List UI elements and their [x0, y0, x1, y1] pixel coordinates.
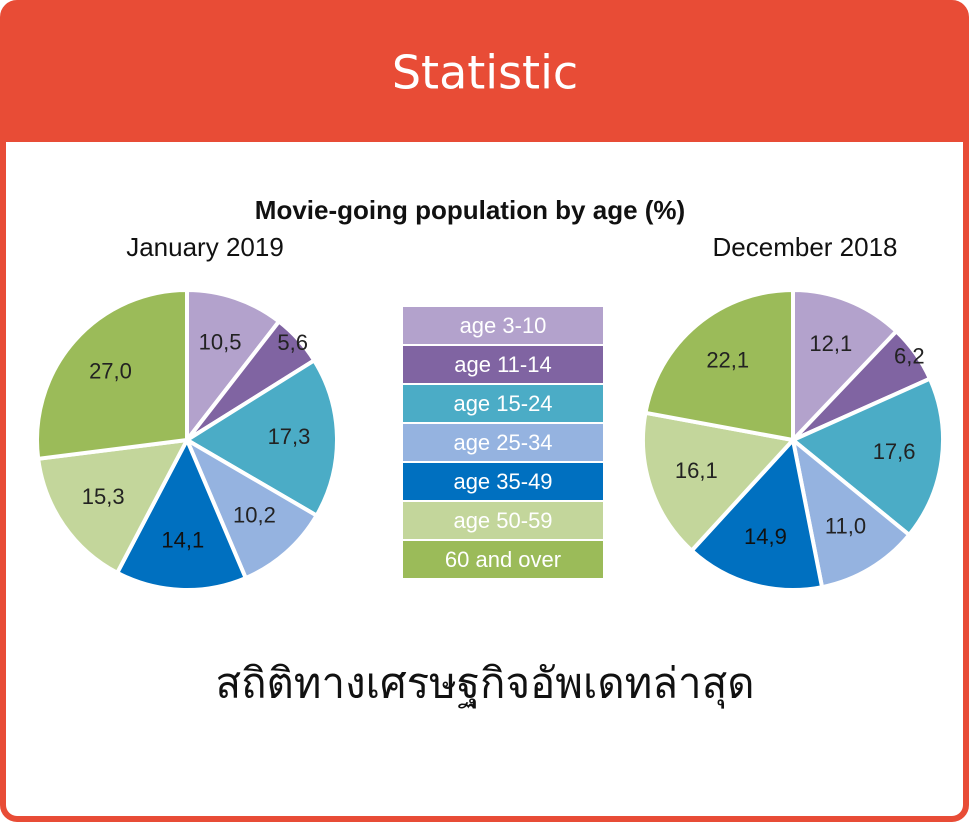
legend-label: age 50-59 [453, 508, 552, 533]
legend-swatch [403, 424, 603, 461]
legend-swatch [403, 307, 603, 344]
slice-label: 16,1 [675, 458, 718, 483]
pie-slice [185, 287, 282, 446]
legend-swatch [403, 541, 603, 578]
slice-label: 14,9 [744, 524, 787, 549]
legend-swatch [403, 346, 603, 383]
pie-slice [643, 287, 795, 443]
legend-label: age 35-49 [453, 469, 552, 494]
pie-slice [641, 410, 797, 554]
slice-label: 10,5 [199, 329, 242, 354]
slice-label: 11,0 [825, 513, 866, 538]
pie-slice [789, 376, 945, 538]
header-bar [3, 3, 966, 142]
legend-label: age 25-34 [453, 430, 552, 455]
pie-slice [35, 437, 191, 576]
header-title: Statistic [392, 46, 578, 100]
slice-label: 17,6 [873, 439, 916, 464]
slice-label: 14,1 [161, 528, 204, 553]
slice-label: 5,6 [277, 330, 308, 355]
legend-swatch [403, 463, 603, 500]
legend-swatch [403, 502, 603, 539]
slice-label: 17,3 [268, 424, 311, 449]
slice-label: 22,1 [706, 347, 749, 372]
pie-slice [183, 357, 339, 519]
legend-label: age 11-14 [454, 352, 551, 377]
legend-label: age 15-24 [453, 391, 552, 416]
legend-swatch [403, 385, 603, 422]
pie-slice [114, 435, 249, 592]
chart-title: Movie-going population by age (%) [255, 195, 685, 225]
slice-label: 15,3 [82, 484, 125, 509]
slice-label: 27,0 [89, 358, 132, 383]
pie-slice [688, 435, 825, 592]
pie-subtitle: December 2018 [713, 232, 898, 262]
slice-label: 6,2 [894, 344, 925, 369]
pie-slice [789, 434, 912, 590]
pie-slice [182, 435, 320, 581]
caption: สถิติทางเศรษฐกิจอัพเดทล่าสุด [215, 659, 754, 710]
pie-subtitle: January 2019 [126, 232, 284, 262]
slice-label: 10,2 [233, 502, 276, 527]
slice-label: 12,1 [809, 331, 852, 356]
legend-label: 60 and over [445, 547, 561, 572]
legend-label: age 3-10 [460, 313, 547, 338]
pie-slice [35, 287, 189, 462]
pie-slice [791, 287, 900, 446]
